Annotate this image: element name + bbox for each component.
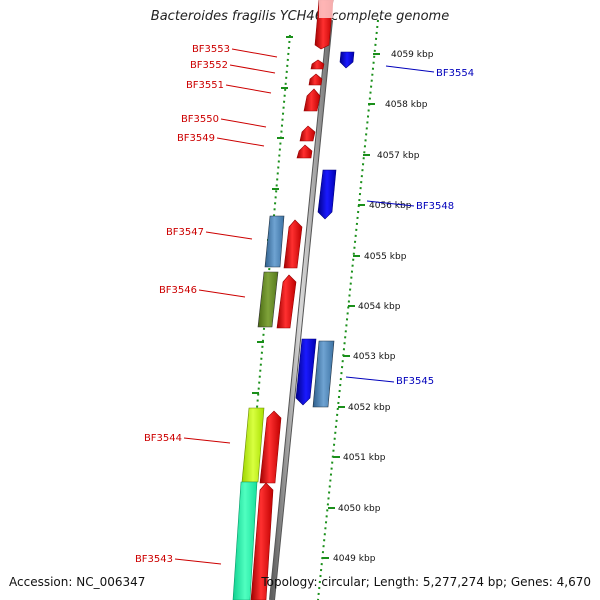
ruler: 4059 kbp 4058 kbp 4057 kbp 4056 kbp 4055… xyxy=(322,50,434,564)
ruler-tick-4054: 4054 kbp xyxy=(348,302,401,312)
gene-label-text: BF3552 xyxy=(190,60,228,71)
ruler-label: 4058 kbp xyxy=(385,100,428,110)
gene-BF3553[interactable] xyxy=(314,0,334,50)
genes xyxy=(232,0,355,600)
gene-BF3549[interactable] xyxy=(296,125,316,159)
gene-BF3544[interactable] xyxy=(241,407,282,484)
genome-backbone xyxy=(269,19,333,600)
label-BF3553: BF3553 xyxy=(192,44,278,58)
gene-label-text: BF3553 xyxy=(192,44,230,55)
ruler-tick-4051: 4051 kbp xyxy=(333,453,386,463)
ruler-label: 4049 kbp xyxy=(333,554,376,564)
ruler-tick-4052: 4052 kbp xyxy=(338,403,391,413)
gene-BF3545[interactable] xyxy=(295,338,335,408)
ruler-label: 4051 kbp xyxy=(343,453,386,463)
topology-text: Topology: circular; Length: 5,277,274 bp… xyxy=(261,575,591,589)
ruler-label: 4059 kbp xyxy=(391,50,434,60)
ruler-label: 4052 kbp xyxy=(348,403,391,413)
genome-title: Bacteroides fragilis YCH46, complete gen… xyxy=(150,9,450,24)
label-BF3554: BF3554 xyxy=(385,65,474,79)
ruler-label: 4057 kbp xyxy=(377,151,420,161)
gene-BF3550[interactable] xyxy=(303,88,321,112)
ruler-label: 4050 kbp xyxy=(338,504,381,514)
ruler-tick-4055: 4055 kbp xyxy=(353,252,407,262)
ruler-tick-4059: 4059 kbp xyxy=(373,50,434,60)
ruler-tick-4056: 4056 kbp xyxy=(358,201,412,211)
ruler-tick-4049: 4049 kbp xyxy=(322,554,376,564)
gene-label-text: BF3544 xyxy=(144,433,182,444)
gene-label-text: BF3547 xyxy=(166,227,204,238)
gene-BF3554[interactable] xyxy=(339,51,355,69)
gene-labels: BF3553 BF3554 BF3552 BF3551 BF3550 BF354… xyxy=(135,44,474,565)
ruler-label: 4053 kbp xyxy=(353,352,396,362)
gene-label-text: BF3548 xyxy=(416,201,454,212)
gene-BF3552[interactable] xyxy=(310,59,325,70)
ruler-label: 4056 kbp xyxy=(369,201,412,211)
gene-BF3546[interactable] xyxy=(257,271,297,329)
label-BF3550: BF3550 xyxy=(181,114,267,128)
gene-label-text: BF3554 xyxy=(436,68,474,79)
label-BF3552: BF3552 xyxy=(190,60,276,74)
label-BF3545: BF3545 xyxy=(345,376,434,387)
gene-label-text: BF3545 xyxy=(396,376,434,387)
label-BF3546: BF3546 xyxy=(159,285,246,298)
label-BF3547: BF3547 xyxy=(166,227,253,240)
ruler-tick-4058: 4058 kbp xyxy=(368,100,428,110)
gene-BF3551[interactable] xyxy=(308,73,323,86)
label-BF3549: BF3549 xyxy=(177,133,265,147)
ruler-tick-4053: 4053 kbp xyxy=(343,352,396,362)
ruler-tick-4050: 4050 kbp xyxy=(328,504,381,514)
gene-label-text: BF3546 xyxy=(159,285,197,296)
label-BF3543: BF3543 xyxy=(135,554,222,565)
gene-label-text: BF3543 xyxy=(135,554,173,565)
ruler-tick-4057: 4057 kbp xyxy=(363,151,420,161)
label-BF3551: BF3551 xyxy=(186,80,272,94)
ruler-label: 4054 kbp xyxy=(358,302,401,312)
gene-BF3547[interactable] xyxy=(264,215,303,269)
label-BF3544: BF3544 xyxy=(144,433,231,444)
gene-BF3543[interactable] xyxy=(232,481,274,600)
right-border-dots xyxy=(317,19,379,600)
gene-label-text: BF3551 xyxy=(186,80,224,91)
gene-label-text: BF3549 xyxy=(177,133,215,144)
ruler-label: 4055 kbp xyxy=(364,252,407,262)
label-BF3548: BF3548 xyxy=(366,200,454,212)
gene-BF3548[interactable] xyxy=(317,169,337,220)
accession-text: Accession: NC_006347 xyxy=(9,575,146,589)
gene-label-text: BF3550 xyxy=(181,114,219,125)
